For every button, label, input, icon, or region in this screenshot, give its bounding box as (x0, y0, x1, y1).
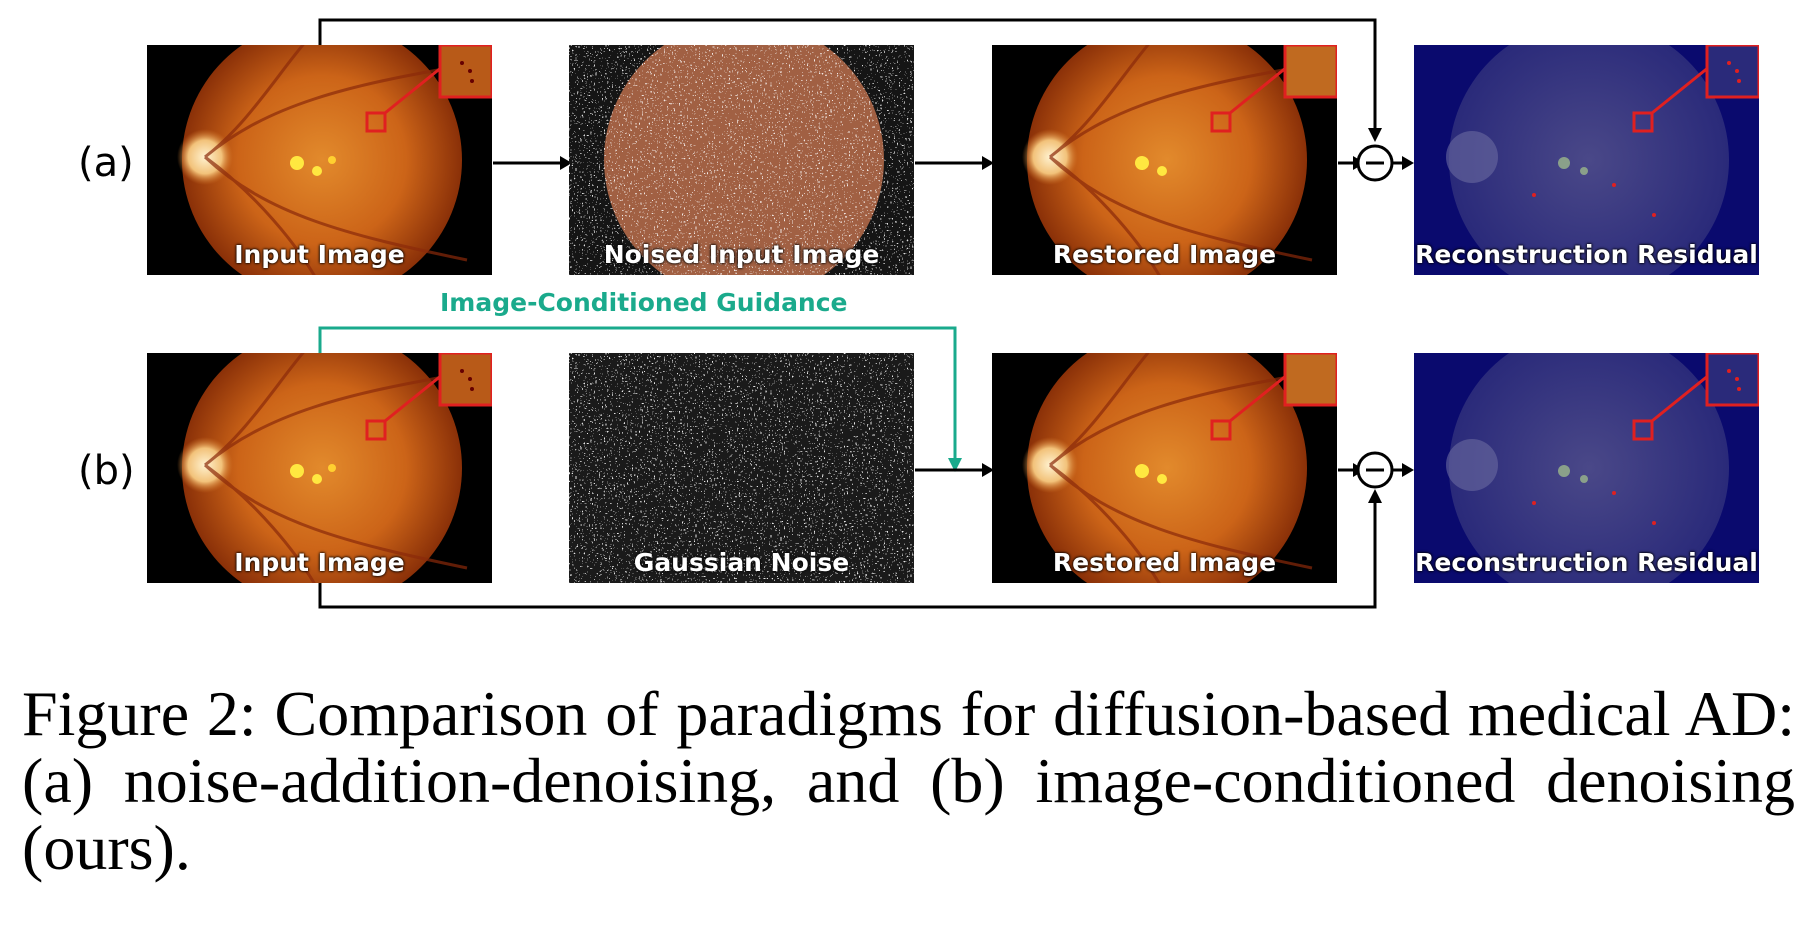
arrowhead-up-b (1368, 489, 1382, 503)
gaussian-noise-image (569, 353, 914, 583)
skip-connection-b (318, 500, 1377, 609)
fundus-image (177, 353, 492, 583)
residual-image (1446, 353, 1759, 583)
arrowhead-a2 (982, 156, 994, 170)
diagram-connectors (318, 18, 1414, 609)
figure-caption: Figure 2: Comparison of paradigms for di… (22, 678, 1795, 883)
panel-caption: Gaussian Noise (633, 548, 850, 577)
fundus-image (1022, 45, 1337, 275)
panel-restored-image-a: Restored Image (992, 45, 1337, 275)
panel-residual-a: Reconstruction Residual (1414, 45, 1759, 275)
panel-caption: Restored Image (1052, 240, 1277, 269)
panel-input-image-b: Input Image (147, 353, 492, 583)
panel-caption: Reconstruction Residual (1415, 548, 1758, 577)
panel-caption: Reconstruction Residual (1415, 240, 1758, 269)
arrowhead-down-a (1368, 128, 1382, 142)
guidance-label: Image-Conditioned Guidance (440, 288, 848, 317)
skip-connection-a (318, 18, 1377, 133)
guidance-connector (318, 326, 957, 460)
panel-caption: Noised Input Image (603, 240, 880, 269)
panel-input-image-a: Input Image (147, 45, 492, 275)
panel-restored-image-b: Restored Image (992, 353, 1337, 583)
panel-caption: Input Image (234, 548, 405, 577)
residual-image (1446, 45, 1759, 275)
noised-fundus-image (569, 45, 914, 275)
fundus-image (1022, 353, 1337, 583)
row-label-a: (a) (78, 140, 134, 186)
arrowhead-b1 (982, 463, 994, 477)
fundus-image (177, 45, 492, 275)
arrowhead-b3 (1402, 463, 1414, 477)
panel-gaussian-noise-b: Gaussian Noise (569, 353, 914, 583)
panel-caption: Input Image (234, 240, 405, 269)
panel-residual-b: Reconstruction Residual (1414, 353, 1759, 583)
guidance-arrowhead (948, 458, 962, 472)
arrowhead-a1 (560, 156, 572, 170)
panel-caption: Restored Image (1052, 548, 1277, 577)
arrowhead-a4 (1402, 156, 1414, 170)
panel-noised-input-a: Noised Input Image (569, 45, 914, 275)
row-label-b: (b) (78, 448, 135, 494)
